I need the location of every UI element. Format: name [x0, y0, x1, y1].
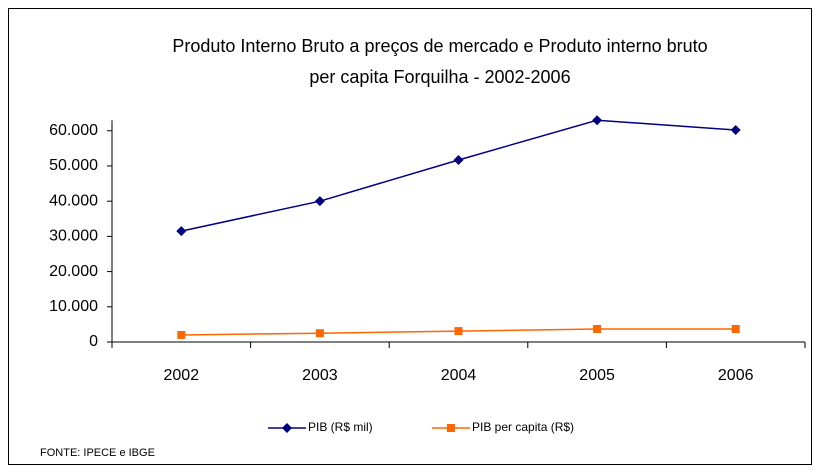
- x-tick-label: 2003: [302, 367, 338, 384]
- data-point: [593, 324, 602, 333]
- chart-frame: [8, 8, 812, 465]
- data-point: [315, 329, 324, 338]
- y-tick-label: 40.000: [49, 192, 98, 209]
- chart-title: per capita Forquilha - 2002-2006: [309, 67, 570, 87]
- source-note: FONTE: IPECE e IBGE: [40, 447, 155, 459]
- x-tick-label: 2002: [164, 367, 200, 384]
- y-tick-label: 0: [89, 333, 98, 350]
- y-tick-label: 30.000: [49, 228, 98, 245]
- y-tick-label: 60.000: [49, 122, 98, 139]
- data-point: [453, 154, 464, 165]
- data-point: [730, 125, 741, 136]
- data-point: [454, 327, 463, 336]
- x-tick-label: 2004: [441, 367, 477, 384]
- y-tick-label: 50.000: [49, 157, 98, 174]
- x-tick-label: 2005: [579, 367, 615, 384]
- chart-title: Produto Interno Bruto a preços de mercad…: [172, 36, 707, 56]
- data-point: [177, 330, 186, 339]
- data-point: [314, 196, 325, 207]
- x-tick-label: 2006: [718, 367, 754, 384]
- y-tick-label: 10.000: [49, 298, 98, 315]
- data-point: [731, 324, 740, 333]
- legend-marker: [282, 423, 292, 433]
- legend-marker: [447, 424, 455, 432]
- legend-label: PIB (R$ mil): [308, 420, 373, 434]
- data-point: [176, 226, 187, 237]
- y-tick-label: 20.000: [49, 263, 98, 280]
- legend-label: PIB per capita (R$): [472, 420, 574, 434]
- data-point: [592, 115, 603, 126]
